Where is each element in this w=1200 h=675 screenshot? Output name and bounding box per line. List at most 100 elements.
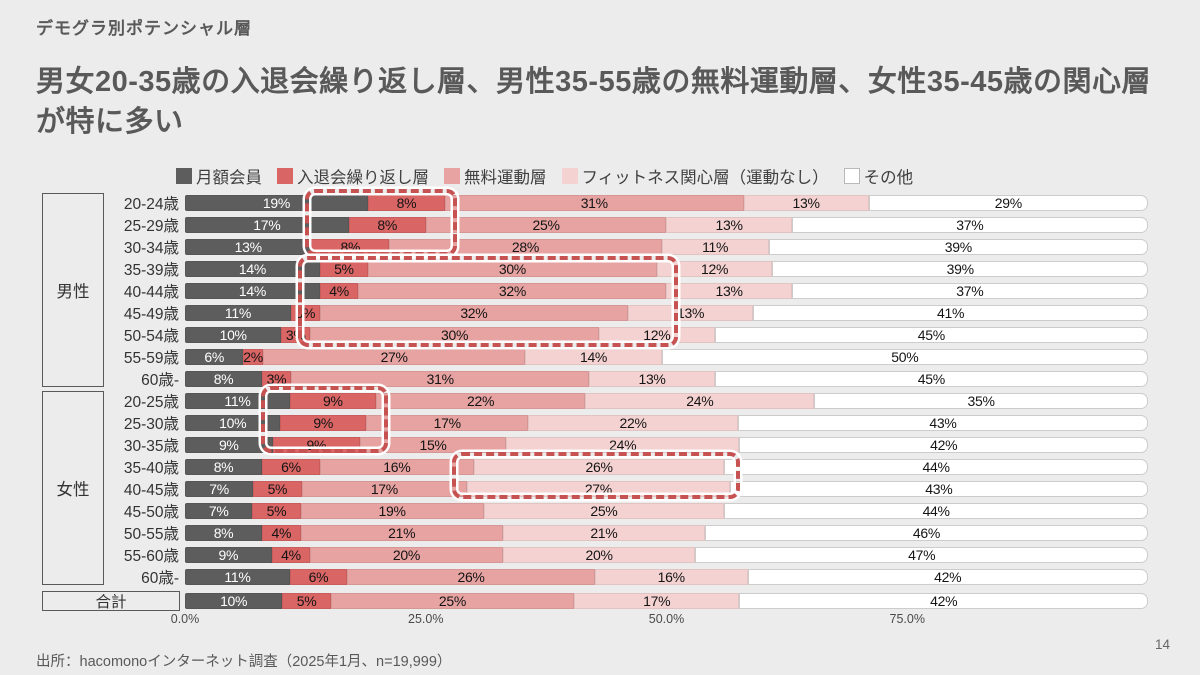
segment-value-label: 13% [234,239,262,255]
bar-segment-1: 4% [319,283,359,299]
segment-value-label: 10% [219,415,247,431]
segment-value-label: 31% [580,195,608,211]
bar-segment-2: 31% [290,371,590,387]
bar-segment-0: 8% [185,371,263,387]
bar-row: 55-59歳 6% 2% 27% 14% 50% [42,346,1148,368]
bar-rows: 20-24歳 19% 8% 31% 13% 29% 25-29歳 17% 8% 25% 13% 37%… [42,192,1148,612]
bar-segment-2: 17% [301,481,468,497]
segment-value-label: 14% [238,261,266,277]
source-note: 出所：hacomonoインターネット調査（2025年1月、n=19,999） [36,654,452,670]
bar-segment-0: 11% [185,569,290,585]
legend-label: フィットネス関心層（運動なし） [581,169,829,187]
bar-row: 35-39歳 14% 5% 30% 12% 39% [42,258,1148,280]
bar: 11% 3% 32% 13% 41% [185,305,1148,321]
bar-row: 20-25歳 11% 9% 22% 24% 35% [42,390,1148,412]
x-axis: 0.0% 25.0% 50.0% 75.0% [171,612,1148,632]
age-label: 45-49歳 [123,306,179,323]
segment-value-label: 9% [218,437,239,453]
bar-segment-3: 13% [666,283,792,299]
segment-value-label: 14% [238,283,266,299]
bar-segment-4: 44% [724,459,1148,475]
bar-segment-4: 45% [714,327,1148,343]
bar-segment-2: 30% [367,261,657,277]
segment-value-label: 8% [396,195,417,211]
bar-segment-2: 25% [425,217,667,233]
bar-segment-1: 6% [289,569,348,585]
bar-segment-4: 41% [753,305,1148,321]
bar-segment-2: 21% [300,525,503,541]
bar-segment-1: 8% [348,217,426,233]
bar: 10% 3% 30% 12% 45% [185,327,1148,343]
segment-value-label: 32% [498,283,526,299]
bar-segment-0: 10% [185,415,281,431]
bar-row: 40-44歳 14% 4% 32% 13% 37% [42,280,1148,302]
segment-value-label: 30% [498,261,526,277]
chart-legend: 月額会員 入退会繰り返し層 無料運動層 フィットネス関心層（運動なし） その他 [176,164,913,188]
segment-value-label: 11% [224,305,251,321]
bar-segment-1: 3% [281,327,311,343]
segment-value-label: 6% [281,459,301,475]
bar-segment-4: 46% [704,525,1148,541]
bar: 8% 3% 31% 13% 45% [185,371,1148,387]
bar-segment-1: 3% [290,305,320,321]
bar-segment-1: 6% [262,459,320,475]
segment-value-label: 19% [262,195,291,211]
bar-segment-2: 32% [319,305,628,321]
axis-tick-label: 0.0% [170,612,200,626]
segment-value-label: 30% [441,327,469,343]
segment-value-label: 2% [243,349,263,365]
segment-value-label: 11% [702,239,729,255]
age-label: 20-25歳 [123,394,179,411]
bar-segment-4: 47% [695,547,1148,563]
bar: 19% 8% 31% 13% 29% [185,195,1148,211]
segment-value-label: 44% [922,459,950,475]
segment-value-label: 26% [585,459,613,475]
bar-segment-2: 17% [366,415,529,431]
legend-item: フィットネス関心層（運動なし） [561,164,829,188]
segment-value-label: 43% [929,415,957,431]
bar-row: 50-54歳 10% 3% 30% 12% 45% [42,324,1148,346]
bar: 14% 5% 30% 12% 39% [185,261,1148,277]
bar-segment-0: 10% [185,327,282,343]
segment-value-label: 5% [267,481,288,497]
bar-segment-2: 31% [445,195,744,211]
bar-row: 30-34歳 13% 8% 28% 11% 39% [42,236,1148,258]
bar-segment-4: 39% [772,261,1148,277]
bar-segment-2: 26% [347,569,595,585]
bar-segment-2: 27% [262,349,526,365]
bar: 8% 6% 16% 26% 44% [185,459,1148,475]
segment-value-label: 8% [340,239,361,255]
legend-label: 入退会繰り返し層 [297,169,429,187]
age-label: 25-29歳 [123,218,179,235]
segment-value-label: 39% [944,239,972,255]
bar-segment-1: 5% [252,503,301,519]
bar-segment-4: 35% [814,393,1148,409]
bar-row: 40-45歳 7% 5% 17% 27% 43% [42,478,1148,500]
bar-segment-3: 11% [661,239,769,255]
bar-segment-0: 14% [185,261,320,277]
bar-segment-4: 42% [747,569,1148,585]
bar-row: 20-24歳 19% 8% 31% 13% 29% [42,192,1148,214]
bar-segment-2: 25% [330,593,575,609]
segment-value-label: 41% [936,305,965,321]
segment-value-label: 46% [912,525,941,541]
bar-segment-3: 27% [467,481,730,497]
segment-value-label: 19% [378,503,406,519]
segment-value-label: 3% [285,327,306,343]
bar-segment-3: 13% [743,195,869,211]
bar-segment-1: 9% [280,415,367,431]
segment-value-label: 6% [204,349,224,365]
age-label: 30-34歳 [123,240,179,257]
bar-segment-4: 43% [737,415,1148,431]
bar-segment-3: 14% [525,349,662,365]
age-label: 55-59歳 [123,350,179,367]
bar: 9% 4% 20% 20% 47% [185,547,1148,563]
bar-segment-3: 13% [666,217,792,233]
total-row: 合計 10% 5% 25% 17% 42% [42,590,1148,612]
segment-value-label: 10% [220,593,248,609]
segment-value-label: 10% [219,327,247,343]
bar-segment-1: 5% [253,481,302,497]
segment-value-label: 12% [701,261,729,277]
segment-value-label: 9% [322,393,343,409]
group-box-female: 女性 [42,391,104,585]
